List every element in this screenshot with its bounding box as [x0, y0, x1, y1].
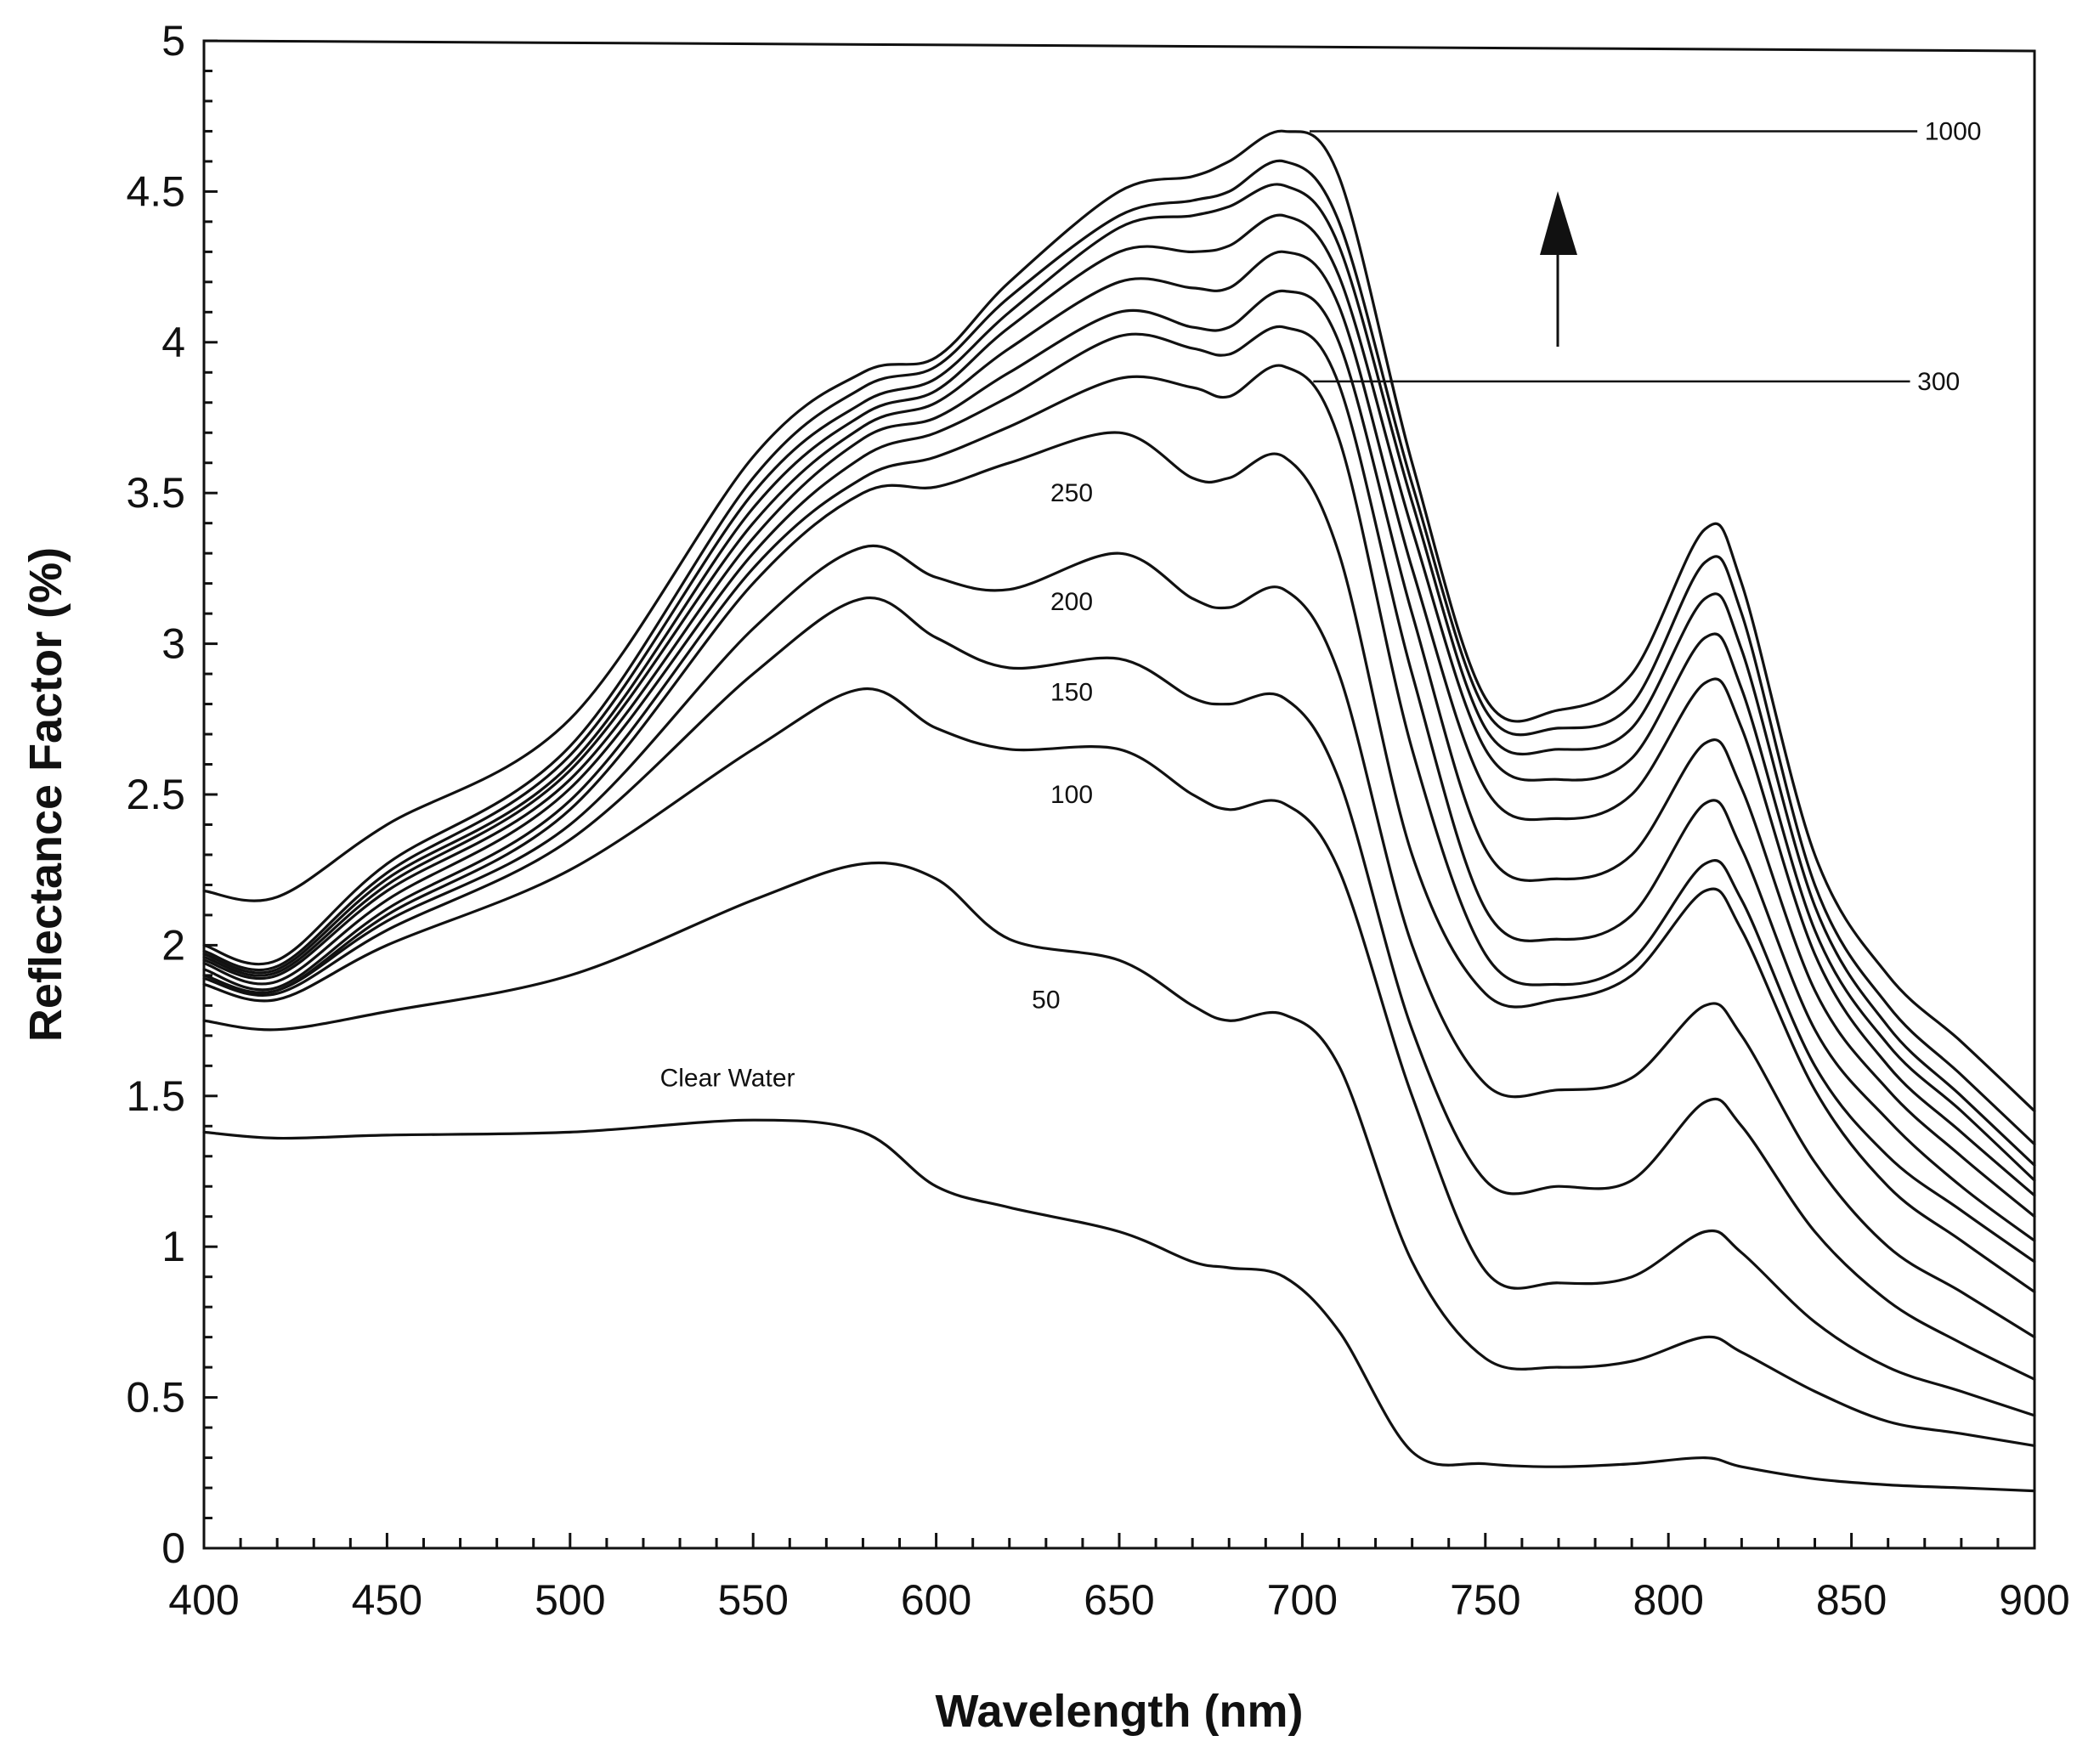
series-line-700	[202, 213, 2036, 1182]
curve-label: 200	[1050, 588, 1093, 616]
plot-frame	[202, 39, 2036, 1550]
x-tick-label: 550	[717, 1576, 788, 1624]
series-line-200	[202, 544, 2036, 1339]
x-tick-label: 900	[1999, 1576, 2069, 1624]
increase-arrow	[1540, 191, 1577, 347]
axes-group	[202, 39, 2036, 1550]
curve-label: 150	[1050, 678, 1093, 706]
y-tick-label: 4.5	[126, 167, 185, 215]
series-line-1000	[202, 129, 2036, 1113]
x-axis-ticks: 400 450 500 550 600 650 700 750 800 850 900	[168, 1533, 2070, 1624]
y-axis-title: Reflectance Factor (%)	[20, 547, 71, 1042]
x-tick-label: 400	[168, 1576, 239, 1624]
y-tick-label: 4	[161, 319, 185, 366]
y-tick-label: 2	[161, 921, 185, 969]
y-axis-ticks: 0 0.5 1 1.5 2 2.5 3 3.5 4 4.5 5	[126, 17, 218, 1572]
leader-lines	[1310, 130, 1918, 383]
y-tick-label: 3	[161, 620, 185, 668]
series-line-300	[202, 364, 2036, 1264]
x-tick-label: 500	[535, 1576, 605, 1624]
series-line-150	[202, 596, 2036, 1381]
curve-group	[202, 129, 2036, 1493]
series-line-100	[202, 687, 2036, 1417]
x-axis-title: Wavelength (nm)	[935, 1686, 1303, 1737]
series-line-400	[202, 325, 2036, 1242]
series-line-clear-water	[202, 1118, 2036, 1493]
x-tick-label: 700	[1267, 1576, 1338, 1624]
series-line-500	[202, 289, 2036, 1218]
curve-label: 50	[1032, 986, 1060, 1014]
arrow-up-icon	[1540, 191, 1577, 255]
curve-label: 250	[1050, 479, 1093, 507]
y-tick-label: 1.5	[126, 1072, 185, 1120]
series-line-900	[202, 159, 2036, 1146]
y-tick-label: 0	[161, 1524, 185, 1572]
curve-label: 1000	[1925, 117, 1982, 145]
curve-labels: 1000 300 250 200 150 100 50 Clear Water	[660, 117, 1982, 1092]
series-line-250	[202, 431, 2036, 1293]
curve-label: 100	[1050, 781, 1093, 809]
x-tick-label: 850	[1816, 1576, 1887, 1624]
x-tick-label: 750	[1450, 1576, 1520, 1624]
x-tick-label: 800	[1633, 1576, 1703, 1624]
x-tick-label: 450	[352, 1576, 422, 1624]
y-tick-label: 0.5	[126, 1374, 185, 1422]
y-tick-label: 3.5	[126, 469, 185, 517]
x-tick-label: 650	[1084, 1576, 1154, 1624]
y-tick-label: 1	[161, 1223, 185, 1270]
curve-label: 300	[1917, 368, 1960, 396]
series-line-600	[202, 250, 2036, 1197]
curve-label: Clear Water	[660, 1065, 795, 1093]
series-line-800	[202, 183, 2036, 1167]
y-tick-label: 2.5	[126, 771, 185, 818]
x-tick-label: 600	[901, 1576, 971, 1624]
series-line-50	[202, 861, 2036, 1447]
y-tick-label: 5	[161, 17, 185, 65]
